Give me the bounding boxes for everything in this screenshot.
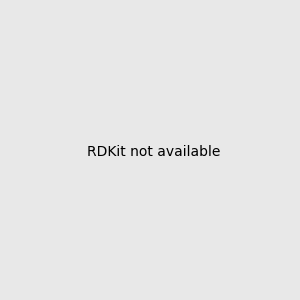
Text: RDKit not available: RDKit not available	[87, 145, 220, 158]
